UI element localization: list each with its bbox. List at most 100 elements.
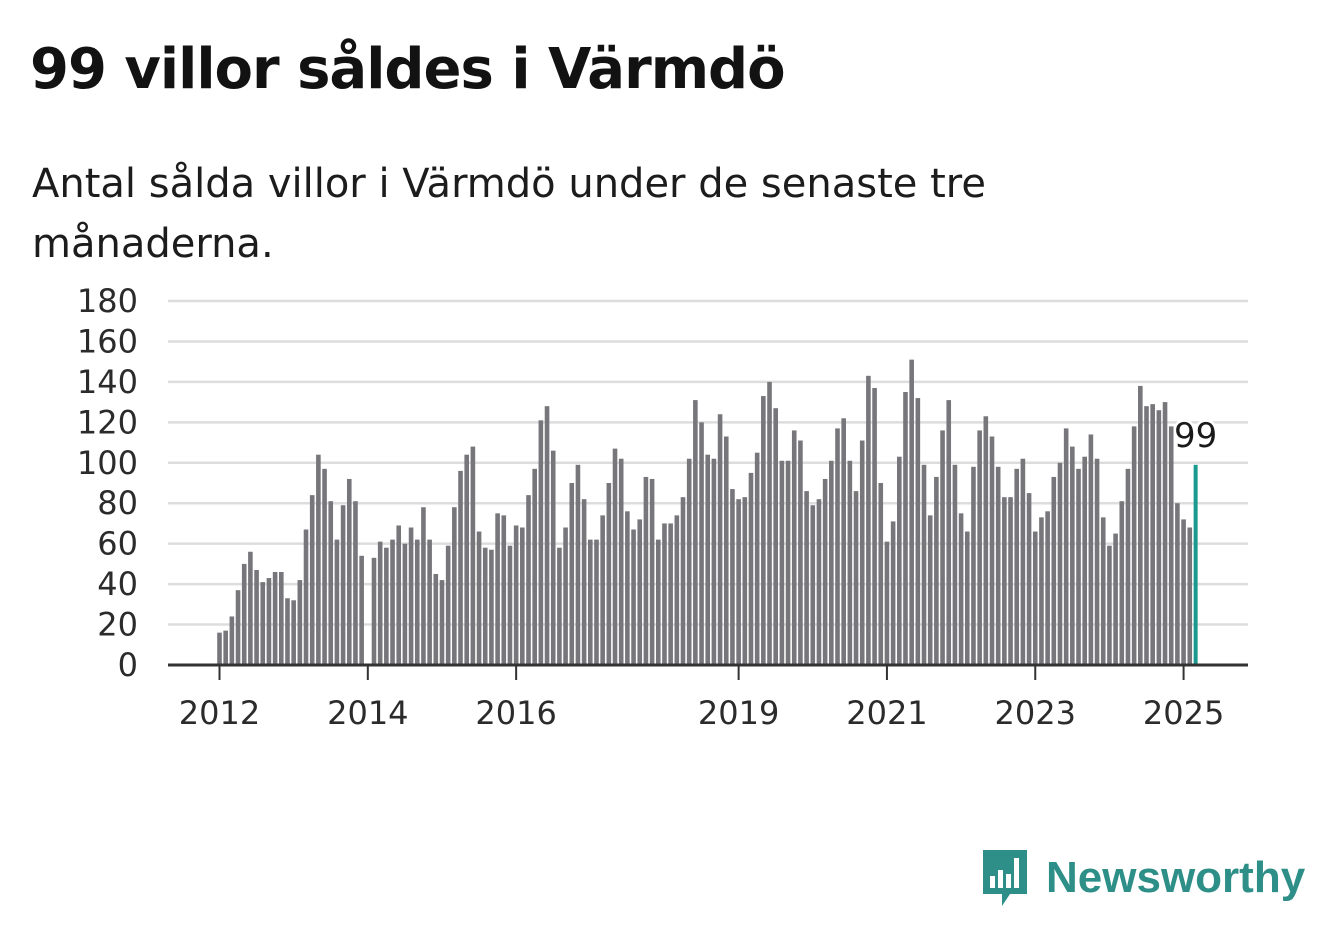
y-tick-label: 60	[97, 525, 138, 563]
bar	[631, 529, 636, 665]
bar	[266, 578, 272, 665]
bar	[989, 436, 995, 665]
bar	[779, 460, 785, 665]
bar	[618, 458, 624, 665]
bar	[241, 563, 247, 665]
bar	[1119, 501, 1125, 665]
bar	[1026, 493, 1032, 665]
bar	[890, 521, 896, 665]
y-tick-label: 140	[77, 363, 138, 401]
bar	[791, 430, 797, 665]
bar	[414, 539, 420, 665]
bar	[303, 529, 309, 665]
bar	[421, 507, 426, 665]
bar	[316, 454, 321, 665]
bar	[433, 574, 439, 665]
bar	[835, 428, 840, 665]
bar	[507, 545, 513, 665]
bar	[736, 499, 741, 665]
bars	[217, 359, 1198, 665]
bar	[649, 478, 655, 665]
bar	[489, 549, 494, 665]
bar	[1014, 468, 1020, 665]
bar	[229, 616, 235, 665]
bar	[971, 466, 976, 665]
bar	[841, 418, 846, 665]
bar	[377, 541, 383, 665]
bar	[761, 396, 766, 665]
bar	[254, 569, 259, 665]
bar	[1150, 404, 1155, 665]
bar	[785, 460, 791, 665]
bar	[464, 454, 469, 665]
bar	[1187, 527, 1193, 665]
bar	[995, 466, 1001, 665]
bar	[476, 531, 482, 665]
bar	[532, 468, 537, 665]
bar	[705, 454, 711, 665]
bar	[458, 470, 463, 665]
bar	[859, 440, 865, 665]
bar	[1131, 426, 1137, 665]
bar	[340, 505, 346, 665]
bar	[977, 430, 982, 665]
bar	[903, 392, 908, 665]
bar	[1107, 545, 1112, 665]
bar	[563, 527, 568, 665]
bar	[742, 497, 748, 665]
bar	[550, 450, 556, 665]
x-tick-label: 2025	[1143, 694, 1224, 732]
bar	[1113, 533, 1118, 665]
bar	[686, 458, 692, 665]
value-annotation: 99	[1174, 416, 1217, 456]
bar	[927, 515, 933, 665]
bar	[1008, 497, 1013, 665]
bar	[1039, 517, 1044, 665]
page-title: 99 villor såldes i Värmdö	[30, 37, 786, 102]
y-tick-label: 180	[77, 282, 138, 320]
bar	[390, 539, 395, 665]
bar	[1063, 428, 1069, 665]
bar	[872, 387, 877, 665]
bar	[897, 456, 902, 665]
bar	[322, 468, 327, 665]
bar	[1168, 426, 1174, 665]
bar	[328, 501, 334, 665]
bar	[643, 476, 649, 665]
bar	[1100, 517, 1106, 665]
bar	[946, 400, 952, 665]
bar	[1082, 456, 1087, 665]
bar	[693, 400, 698, 665]
bar	[408, 527, 414, 665]
bar	[730, 489, 735, 665]
axes	[168, 663, 1248, 680]
bar	[396, 525, 402, 665]
bar	[575, 464, 581, 665]
bar	[773, 408, 778, 665]
bar-chart-speech-bubble-icon	[983, 850, 1027, 906]
chart-subtitle: Antal sålda villor i Värmdö under de sen…	[32, 161, 986, 267]
y-tick-label: 20	[97, 606, 138, 644]
bar	[674, 515, 680, 665]
bar	[853, 491, 859, 665]
bar	[625, 511, 630, 665]
bar	[822, 478, 828, 665]
bar	[439, 580, 445, 665]
bar	[637, 519, 643, 665]
bar	[952, 464, 958, 665]
bar	[748, 472, 754, 665]
bar	[1032, 531, 1038, 665]
bar	[810, 505, 816, 665]
bar	[829, 460, 834, 665]
bar	[958, 513, 964, 665]
bar	[285, 598, 290, 665]
bar	[334, 539, 340, 665]
bar	[847, 460, 853, 665]
bar	[581, 499, 587, 665]
bar	[353, 501, 358, 665]
bar	[1181, 519, 1186, 665]
bar	[600, 515, 605, 665]
y-tick-label: 120	[77, 403, 138, 441]
bar	[291, 600, 296, 665]
